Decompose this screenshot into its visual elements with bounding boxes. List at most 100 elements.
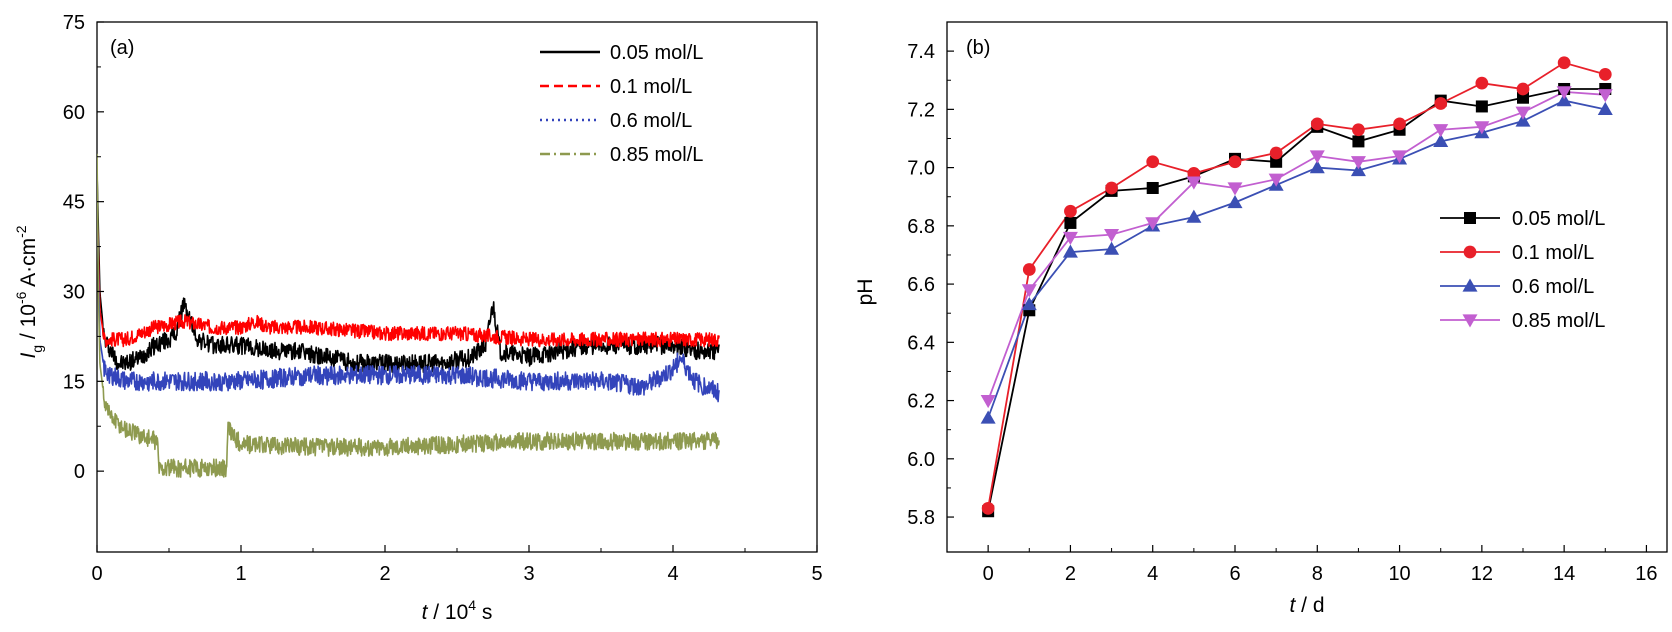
data-point-b-0-05-mol-l-13	[1517, 91, 1529, 104]
series-line-b-0-1-mol-l	[987, 61, 1606, 509]
series-group-b	[980, 56, 1613, 518]
x-tick-label-a-5: 5	[811, 563, 822, 585]
data-point-b-0-1-mol-l-6	[1228, 155, 1242, 169]
legend-label-a-0-85-mol-l: 0.85 mol/L	[610, 144, 703, 166]
x-tick-label-b-16: 16	[1635, 563, 1657, 585]
y-tick-label-b-7-0: 7.0	[907, 158, 935, 180]
data-point-b-0-05-mol-l-7	[1270, 155, 1283, 168]
legend-b: 0.05 mol/L 0.1 mol/L 0.6 mol/L 0.85 mol/L	[1440, 208, 1605, 332]
x-tick-label-a-3: 3	[523, 563, 534, 585]
x-tick-label-b-2: 2	[1065, 563, 1076, 585]
data-point-b-0-1-mol-l-15	[1598, 68, 1612, 81]
data-point-b-0-6-mol-l-2	[1062, 244, 1078, 258]
data-point-b-0-85-mol-l-7	[1268, 173, 1284, 187]
y-tick-label-b-6-8: 6.8	[907, 216, 935, 238]
data-point-b-0-1-mol-l-0	[981, 501, 995, 515]
legend-label-b-0-6-mol-l: 0.6 mol/L	[1512, 276, 1594, 298]
data-point-b-0-1-mol-l-8	[1310, 117, 1324, 131]
y-tick-label-a-75: 75	[63, 12, 85, 34]
y-tick-label-b-7-4: 7.4	[907, 41, 935, 63]
x-tick-label-b-14: 14	[1553, 563, 1575, 585]
x-tick-label-a-0: 0	[91, 563, 102, 585]
legend-marker-b-0-6-mol-l	[1462, 278, 1478, 292]
data-point-b-0-6-mol-l-5	[1186, 209, 1202, 223]
legend-label-b-0-1-mol-l: 0.1 mol/L	[1512, 242, 1594, 264]
chart-panel-b: 0 2 4 6 8 10 12 14 16 5.8 6.0 6.2 6.4 6.6 6.8 7.0 7.2 7.4…	[854, 21, 1668, 617]
y-tick-label-b-6-6: 6.6	[907, 274, 935, 296]
y-tick-label-b-6-4: 6.4	[907, 332, 935, 354]
data-point-b-0-6-mol-l-14	[1556, 93, 1572, 107]
data-point-b-0-6-mol-l-9	[1350, 163, 1366, 177]
legend-marker-b-0-05-mol-l	[1464, 212, 1476, 224]
x-tick-label-b-0: 0	[983, 563, 994, 585]
legend-label-b-0-85-mol-l: 0.85 mol/L	[1512, 310, 1605, 332]
y-tick-label-b-7-2: 7.2	[907, 99, 935, 121]
data-point-b-0-1-mol-l-3	[1105, 181, 1118, 195]
panel-label-a: (a)	[110, 37, 134, 59]
data-point-b-0-6-mol-l-11	[1433, 133, 1449, 148]
data-point-b-0-05-mol-l-12	[1475, 100, 1488, 113]
y-tick-label-a-0: 0	[74, 461, 85, 483]
data-point-b-0-85-mol-l-8	[1309, 150, 1325, 164]
data-point-b-0-85-mol-l-14	[1556, 86, 1572, 100]
data-point-b-0-85-mol-l-2	[1062, 231, 1078, 245]
data-point-b-0-1-mol-l-14	[1557, 56, 1571, 70]
series-line-b-0-05-mol-l	[987, 88, 1606, 512]
data-point-b-0-1-mol-l-10	[1393, 117, 1406, 131]
data-point-b-0-85-mol-l-13	[1515, 106, 1531, 120]
y-axis-title-b: pH	[854, 279, 877, 306]
legend-marker-b-0-1-mol-l	[1463, 245, 1477, 259]
y-axis-title-a: Ig / 10-6 A·cm-2	[13, 225, 45, 358]
x-axis-title-b: t / d	[1289, 594, 1324, 617]
data-point-b-0-85-mol-l-6	[1227, 182, 1243, 196]
data-point-b-0-85-mol-l-11	[1433, 124, 1449, 138]
data-point-b-0-6-mol-l-3	[1104, 241, 1120, 255]
data-point-b-0-6-mol-l-0	[980, 410, 996, 424]
y-tick-label-b-5-8: 5.8	[907, 507, 935, 529]
data-point-b-0-85-mol-l-15	[1597, 89, 1613, 103]
x-tick-label-a-1: 1	[235, 563, 246, 585]
data-point-b-0-85-mol-l-5	[1186, 176, 1202, 190]
data-point-b-0-05-mol-l-1	[1023, 304, 1036, 317]
data-point-b-0-85-mol-l-3	[1104, 228, 1120, 243]
x-tick-label-a-2: 2	[379, 563, 390, 585]
series-line-a-0-1-mol-l	[97, 201, 720, 348]
series-line-b-0-6-mol-l	[987, 99, 1606, 419]
data-point-b-0-6-mol-l-1	[1021, 296, 1037, 311]
series-line-b-0-85-mol-l	[987, 90, 1606, 401]
panel-label-b: (b)	[966, 37, 990, 59]
x-tick-label-a-4: 4	[667, 563, 678, 585]
x-tick-label-b-10: 10	[1388, 563, 1410, 585]
data-point-b-0-85-mol-l-12	[1474, 121, 1490, 135]
legend-label-a-0-1-mol-l: 0.1 mol/L	[610, 76, 692, 98]
data-point-b-0-05-mol-l-9	[1352, 135, 1365, 148]
x-tick-label-b-4: 4	[1147, 563, 1158, 585]
legend-marker-b-0-85-mol-l	[1462, 314, 1478, 328]
series-line-a-0-85-mol-l	[97, 153, 720, 478]
y-tick-label-b-6-0: 6.0	[907, 449, 935, 471]
data-point-b-0-6-mol-l-13	[1515, 113, 1531, 127]
data-point-b-0-1-mol-l-13	[1516, 82, 1530, 96]
legend-a: 0.05 mol/L 0.1 mol/L 0.6 mol/L 0.85 mol/L	[540, 42, 703, 166]
y-tick-label-a-60: 60	[63, 102, 85, 124]
y-tick-label-a-45: 45	[63, 192, 85, 214]
plot-frame-a	[96, 21, 818, 553]
data-point-b-0-1-mol-l-4	[1146, 155, 1160, 169]
data-point-b-0-1-mol-l-2	[1064, 204, 1077, 218]
data-point-b-0-1-mol-l-7	[1269, 146, 1283, 160]
data-point-b-0-6-mol-l-15	[1597, 101, 1613, 115]
ticks-b: 0 2 4 6 8 10 12 14 16 5.8 6.0 6.2 6.4 6.6 6.8 7.0 7.2 7.4	[907, 41, 1657, 585]
plot-frame-b	[946, 21, 1668, 553]
data-point-b-0-85-mol-l-0	[980, 394, 996, 409]
series-line-a-0-6-mol-l	[97, 201, 720, 403]
x-tick-label-b-12: 12	[1471, 563, 1493, 585]
legend-label-b-0-05-mol-l: 0.05 mol/L	[1512, 208, 1605, 230]
x-tick-label-b-8: 8	[1312, 563, 1323, 585]
data-point-b-0-6-mol-l-8	[1309, 160, 1325, 174]
legend-label-a-0-6-mol-l: 0.6 mol/L	[610, 110, 692, 132]
data-point-b-0-85-mol-l-4	[1145, 217, 1161, 231]
data-point-b-0-85-mol-l-10	[1392, 150, 1408, 164]
